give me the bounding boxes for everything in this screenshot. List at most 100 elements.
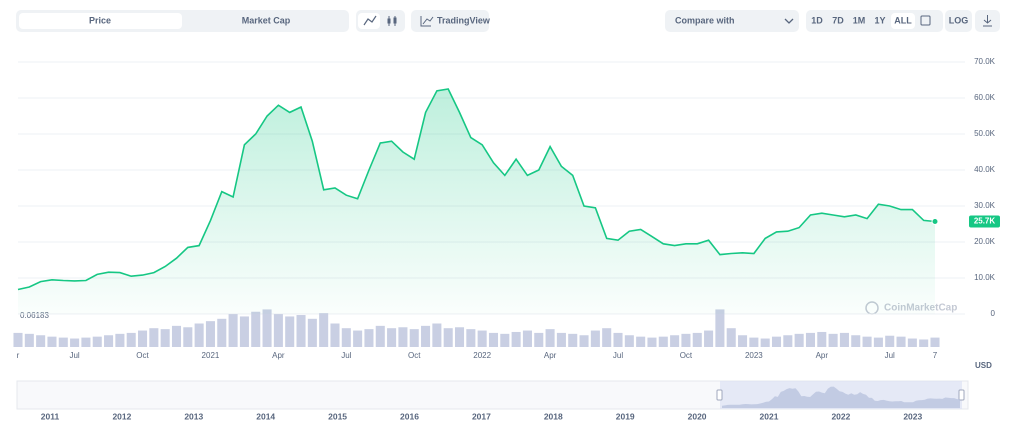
volume-bar bbox=[13, 332, 23, 347]
navigator-year: 2018 bbox=[544, 411, 563, 421]
volume-bar bbox=[636, 336, 646, 347]
navigator-year: 2017 bbox=[472, 411, 491, 421]
x-tick-label: 2022 bbox=[473, 351, 491, 360]
compare-label[interactable]: Compare with bbox=[675, 15, 735, 25]
price-area bbox=[18, 89, 935, 314]
volume-bar bbox=[907, 338, 917, 347]
tradingview-icon bbox=[420, 16, 434, 27]
volume-bar bbox=[794, 333, 804, 347]
volume-bar bbox=[681, 333, 691, 347]
volume-bar bbox=[579, 335, 589, 347]
currency-label: USD bbox=[975, 361, 992, 370]
x-tick-label: Oct bbox=[680, 351, 693, 360]
volume-bar bbox=[319, 313, 329, 347]
x-tick-label: Jul bbox=[613, 351, 623, 360]
volume-bar bbox=[805, 332, 815, 347]
volume-bar bbox=[126, 332, 136, 347]
volume-bar bbox=[488, 332, 499, 347]
x-tick-label: Oct bbox=[408, 351, 421, 360]
line-type-button[interactable] bbox=[358, 13, 380, 29]
volume-bar bbox=[568, 333, 578, 347]
volume-bar bbox=[296, 315, 306, 347]
volume-bar bbox=[251, 311, 261, 347]
min-label: 0.06183 bbox=[20, 311, 49, 320]
volume-bar bbox=[307, 318, 317, 347]
x-tick-label: Apr bbox=[272, 351, 285, 360]
volume-bar bbox=[454, 327, 465, 347]
volume-bar bbox=[749, 337, 759, 347]
navigator-area bbox=[722, 386, 960, 408]
volume-bar bbox=[24, 333, 34, 347]
x-tick-label: 2021 bbox=[202, 351, 220, 360]
volume-bar bbox=[647, 337, 657, 347]
navigator-year: 2023 bbox=[903, 411, 922, 421]
x-tick-label: Apr bbox=[544, 351, 557, 360]
candle-icon[interactable] bbox=[387, 16, 397, 26]
volume-bar bbox=[92, 336, 102, 347]
y-tick-label: 60.0K bbox=[974, 93, 996, 102]
calendar-icon[interactable] bbox=[920, 15, 931, 26]
volume-bar bbox=[171, 325, 182, 347]
y-tick-label: 40.0K bbox=[974, 165, 996, 174]
range-button[interactable]: ALL bbox=[894, 15, 912, 25]
volume-bar bbox=[149, 328, 159, 347]
volume-bar bbox=[364, 329, 374, 347]
volume-bar bbox=[217, 318, 227, 347]
volume-bar bbox=[930, 337, 940, 347]
volume-bar bbox=[194, 323, 204, 347]
volume-bar bbox=[783, 335, 793, 347]
volume-bar bbox=[205, 321, 215, 347]
volume-bar bbox=[115, 333, 125, 347]
volume-bar bbox=[443, 328, 453, 347]
volume-bar bbox=[183, 327, 193, 347]
volume-bar bbox=[760, 338, 770, 347]
volume-bar bbox=[715, 309, 725, 347]
volume-bar bbox=[273, 314, 283, 347]
log-button[interactable] bbox=[945, 10, 972, 32]
volume-bar bbox=[624, 335, 634, 347]
range-button[interactable]: 7D bbox=[832, 15, 844, 25]
volume-bar bbox=[104, 335, 114, 347]
tradingview-label[interactable]: TradingView bbox=[437, 15, 491, 25]
x-tick-label: Apr bbox=[816, 351, 829, 360]
volume-bar bbox=[285, 316, 295, 347]
range-button[interactable]: 1D bbox=[811, 15, 823, 25]
price-line bbox=[17, 88, 936, 291]
volume-bar bbox=[138, 330, 148, 347]
volume-bar bbox=[851, 335, 861, 347]
volume-bar bbox=[556, 332, 566, 347]
volume-bar bbox=[58, 337, 68, 347]
volume-bar bbox=[330, 323, 340, 347]
range-button[interactable]: 1M bbox=[853, 15, 866, 25]
y-tick-label: 70.0K bbox=[974, 57, 996, 66]
navigator-year: 2012 bbox=[112, 411, 131, 421]
log-label[interactable]: LOG bbox=[949, 15, 969, 25]
navigator-year: 2011 bbox=[41, 411, 60, 421]
volume-bar bbox=[873, 337, 883, 347]
tab-market-cap[interactable]: Market Cap bbox=[242, 15, 291, 25]
y-tick-label: 20.0K bbox=[974, 237, 996, 246]
download-icon bbox=[983, 15, 992, 27]
range-button[interactable]: 1Y bbox=[874, 15, 885, 25]
volume-bar bbox=[692, 332, 702, 347]
volume-bar bbox=[70, 338, 80, 347]
volume-bar bbox=[670, 335, 680, 347]
tab-price[interactable]: Price bbox=[89, 15, 111, 25]
range-active[interactable] bbox=[891, 13, 915, 29]
volume-bar bbox=[432, 323, 442, 347]
tab-active[interactable] bbox=[19, 13, 182, 29]
volume-bar bbox=[36, 335, 46, 347]
volume-bar bbox=[919, 339, 929, 347]
navigator-handle[interactable] bbox=[716, 389, 723, 401]
volume-bar bbox=[534, 332, 544, 347]
volume-bar bbox=[375, 325, 385, 347]
volume-bar bbox=[828, 333, 838, 347]
volume-bar bbox=[704, 330, 714, 347]
navigator-year: 2015 bbox=[328, 411, 347, 421]
navigator-handle[interactable] bbox=[958, 389, 965, 401]
volume-bar bbox=[353, 330, 363, 347]
compare-dropdown[interactable] bbox=[665, 10, 799, 32]
navigator-year: 2013 bbox=[184, 411, 203, 421]
volume-bar bbox=[341, 328, 351, 347]
